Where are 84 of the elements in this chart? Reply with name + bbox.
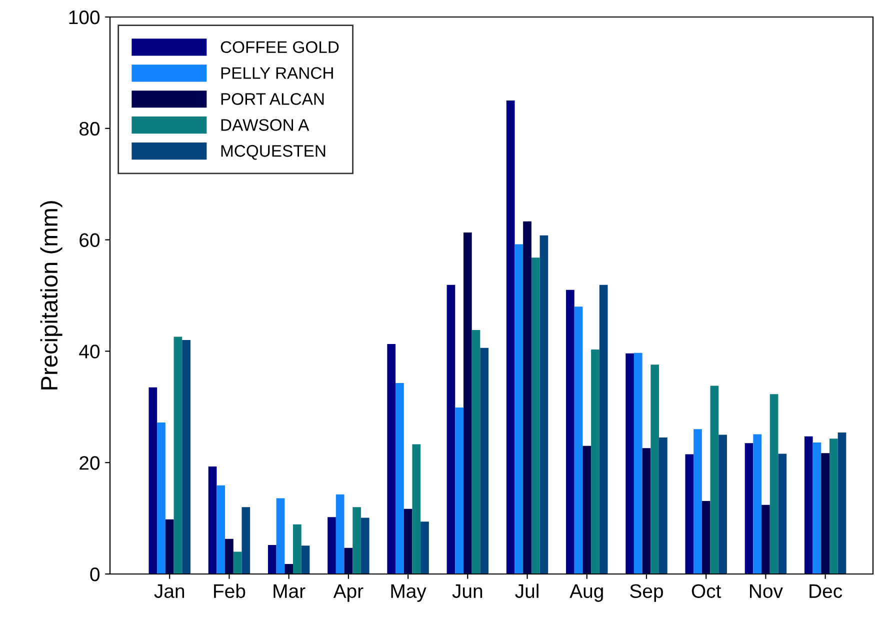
bar xyxy=(396,382,404,574)
bar xyxy=(710,386,719,574)
bar xyxy=(778,454,787,574)
bar xyxy=(387,344,396,574)
bar xyxy=(685,454,694,574)
x-tick-label: Apr xyxy=(333,584,364,602)
y-tick-label: 80 xyxy=(79,122,100,136)
bar xyxy=(301,546,310,574)
x-tick-label: Mar xyxy=(274,584,306,598)
x-tick-label: Oct xyxy=(692,584,722,598)
bar xyxy=(480,348,489,574)
bar xyxy=(352,507,361,574)
bar xyxy=(821,453,830,574)
bar xyxy=(182,340,190,574)
bar xyxy=(762,504,770,574)
bar xyxy=(174,336,182,574)
bar xyxy=(148,387,158,574)
bar xyxy=(284,564,293,574)
bar xyxy=(591,350,600,574)
bar xyxy=(455,407,464,574)
y-tick-label: 40 xyxy=(79,344,100,358)
bar xyxy=(634,352,642,574)
bar xyxy=(268,545,276,574)
x-tick-label: Nov xyxy=(750,584,783,598)
bar xyxy=(276,498,285,574)
legend-label: PORT ALCAN xyxy=(221,93,324,105)
bar xyxy=(328,517,336,574)
bar xyxy=(770,394,778,574)
bar xyxy=(293,524,302,574)
x-tick-label: Sep xyxy=(630,584,663,602)
bar xyxy=(360,518,370,574)
bar xyxy=(744,443,754,574)
bar xyxy=(514,244,524,574)
bar xyxy=(718,434,727,574)
bar xyxy=(838,432,846,574)
bar xyxy=(599,284,608,574)
bar xyxy=(753,434,762,574)
x-tick-label: Jul xyxy=(515,584,538,598)
y-tick-label: 0 xyxy=(90,567,100,582)
y-axis-title: Precipitation (mm) xyxy=(40,201,62,390)
bar xyxy=(165,519,174,574)
bar xyxy=(336,494,344,574)
bar xyxy=(446,284,456,574)
bar xyxy=(694,429,702,574)
y-tick-label: 60 xyxy=(80,233,100,248)
x-tick-label: Jan xyxy=(154,584,184,598)
bar xyxy=(659,438,668,574)
legend-label: COFFEE GOLD xyxy=(220,41,339,53)
x-tick-label: Dec xyxy=(810,584,842,598)
bar xyxy=(812,442,822,574)
legend-label: MCQUESTEN xyxy=(221,145,326,160)
bar xyxy=(242,507,250,574)
bar xyxy=(650,364,659,574)
x-tick-label: Jun xyxy=(452,584,482,598)
bar xyxy=(523,221,532,574)
x-tick-label: Aug xyxy=(570,584,603,602)
y-tick-label: 20 xyxy=(80,456,100,470)
bar xyxy=(225,538,234,574)
bar xyxy=(472,330,480,574)
bar xyxy=(344,548,353,574)
bar xyxy=(582,446,592,574)
bar xyxy=(804,436,813,574)
bar xyxy=(233,552,242,574)
bar xyxy=(216,485,226,574)
legend-label: DAWSON A xyxy=(221,119,310,131)
bar xyxy=(642,448,651,574)
bar xyxy=(540,235,548,574)
bar xyxy=(412,444,421,574)
x-tick-label: Feb xyxy=(214,584,246,598)
bar xyxy=(157,422,166,574)
x-tick-label: May xyxy=(391,584,426,602)
bar xyxy=(506,100,515,574)
legend-label: PELLY RANCH xyxy=(221,67,333,79)
bar xyxy=(463,232,472,574)
bar xyxy=(702,501,710,574)
bar xyxy=(420,522,429,574)
bar xyxy=(404,508,412,574)
bar xyxy=(566,290,574,574)
bar xyxy=(626,353,634,574)
bar xyxy=(531,258,540,574)
y-tick-label: 100 xyxy=(69,10,100,24)
bar xyxy=(208,466,217,574)
bar xyxy=(829,438,838,574)
bar xyxy=(574,306,583,574)
